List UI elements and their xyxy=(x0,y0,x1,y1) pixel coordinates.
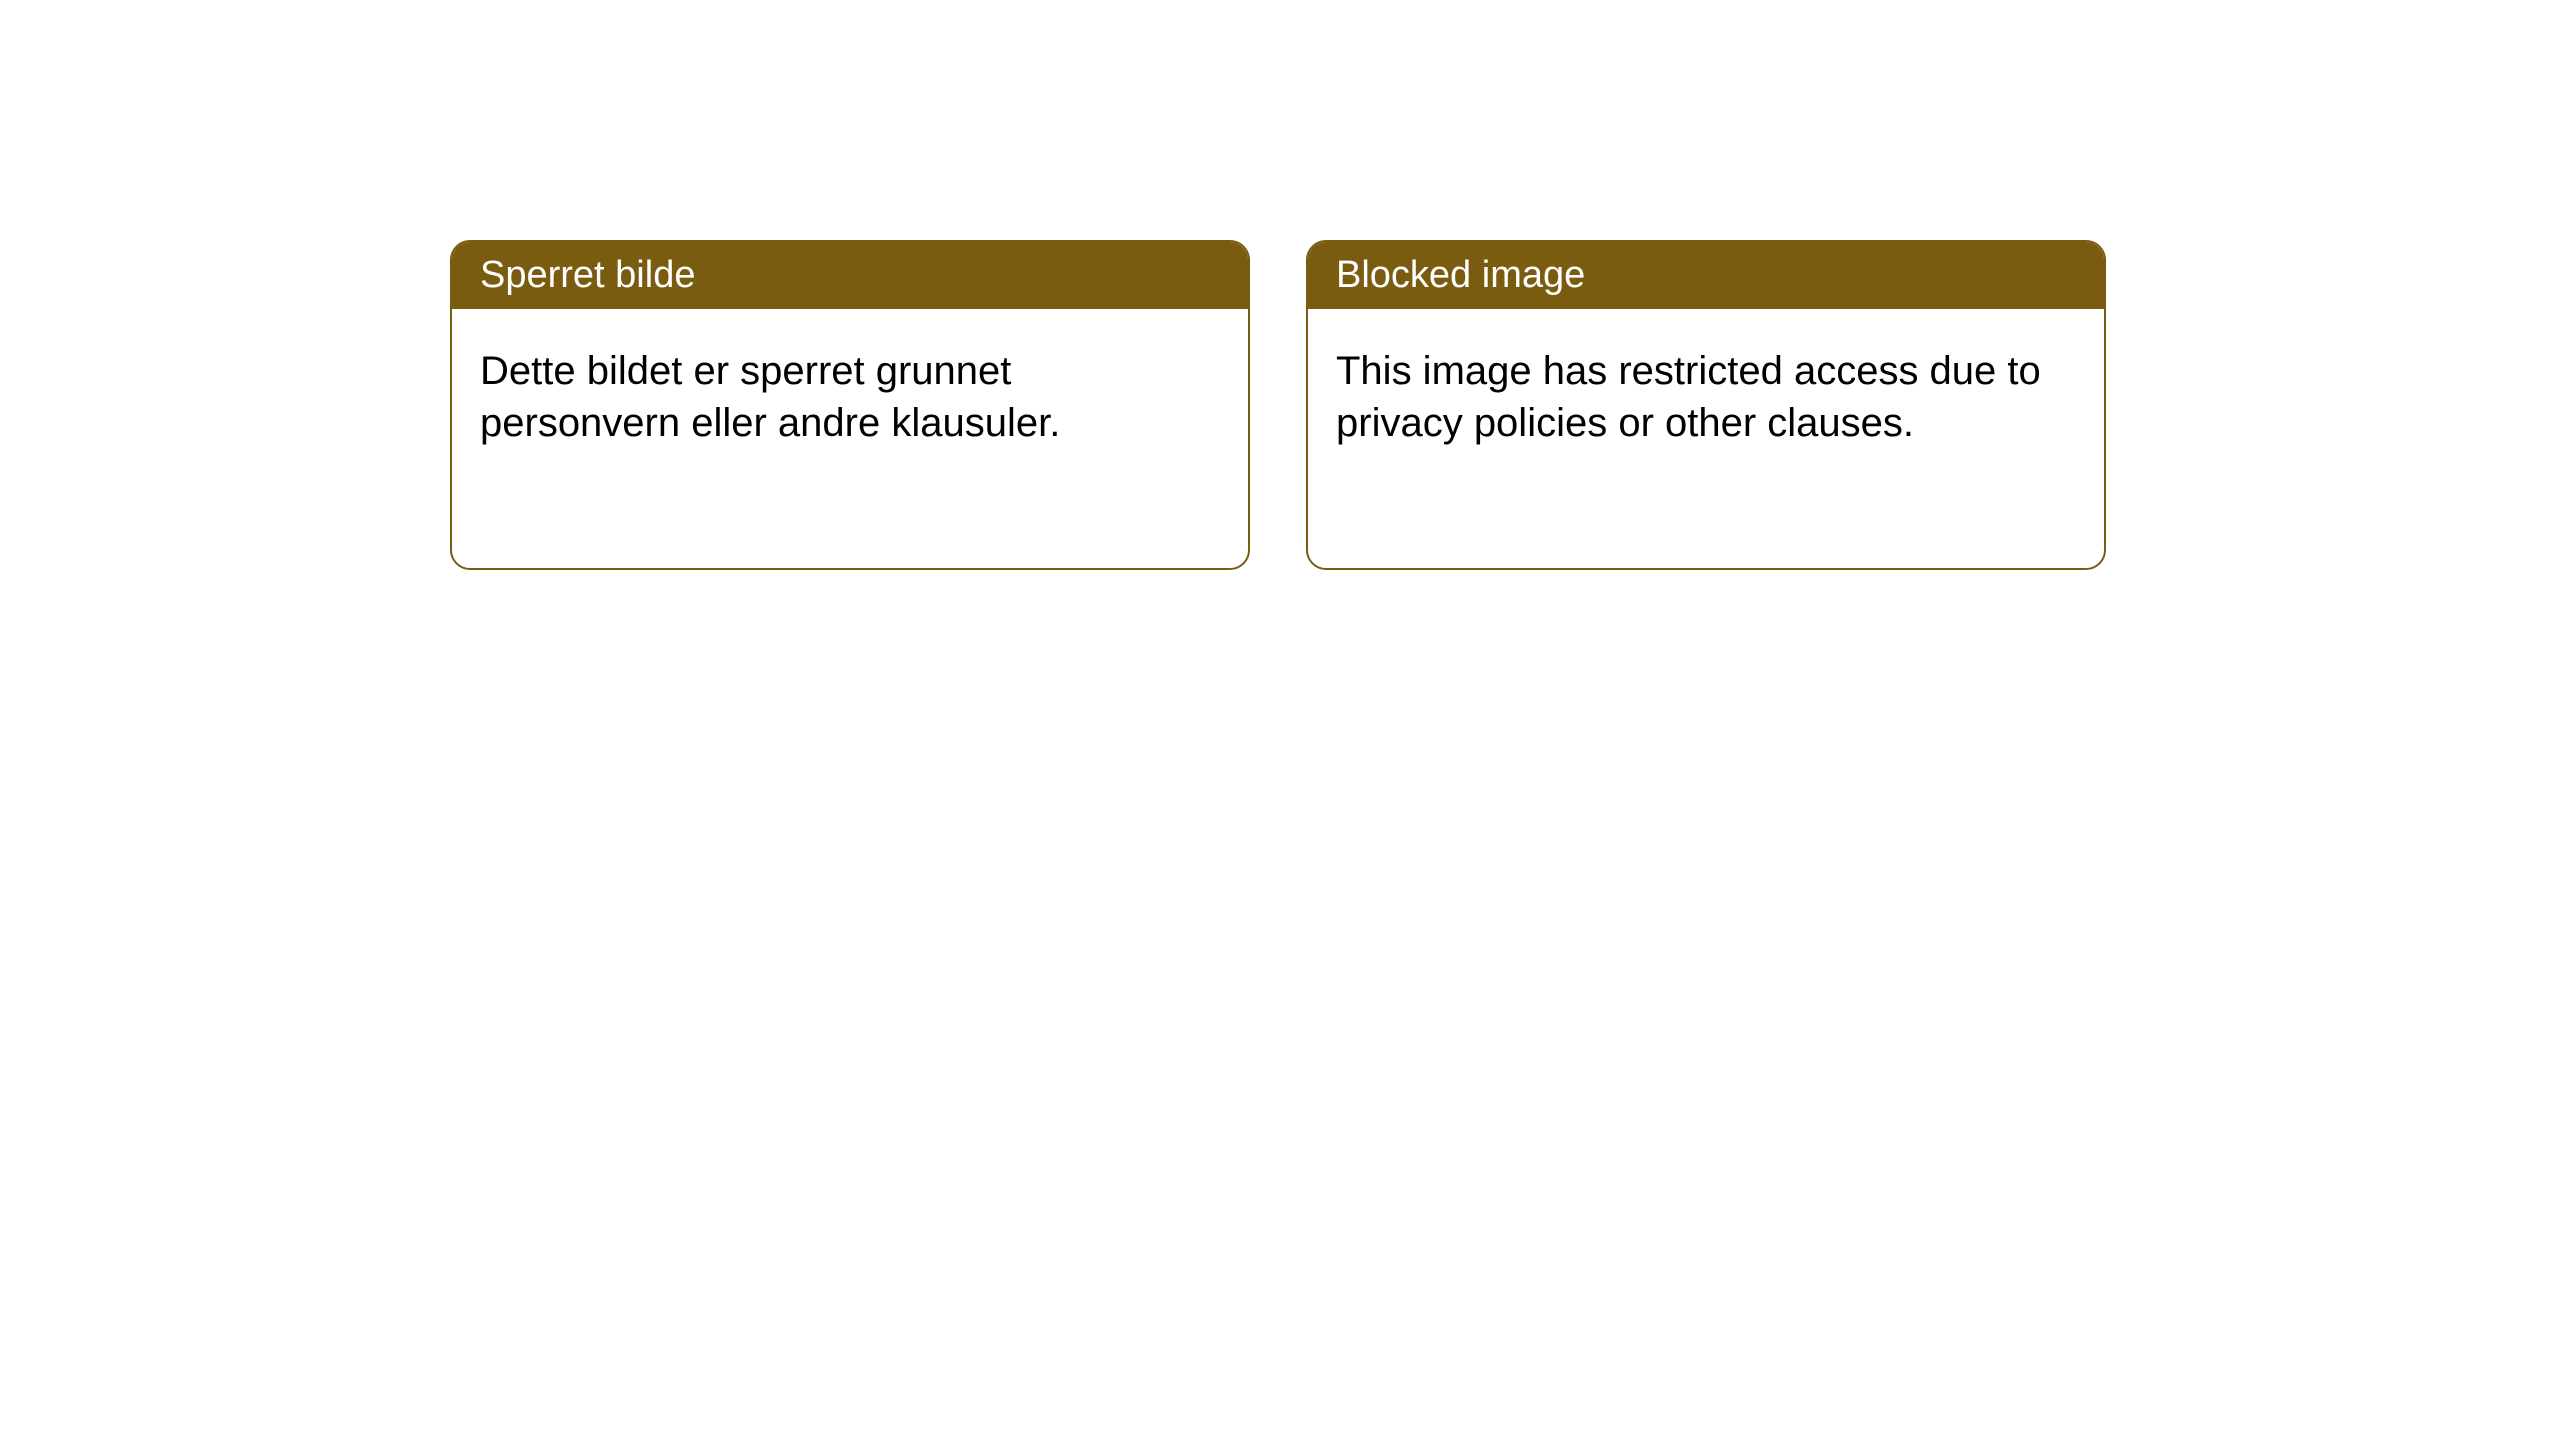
card-header: Blocked image xyxy=(1308,242,2104,309)
card-header: Sperret bilde xyxy=(452,242,1248,309)
notice-cards-container: Sperret bilde Dette bildet er sperret gr… xyxy=(450,240,2106,570)
card-title: Sperret bilde xyxy=(480,254,695,296)
card-title: Blocked image xyxy=(1336,254,1585,296)
notice-card-english: Blocked image This image has restricted … xyxy=(1306,240,2106,570)
notice-card-norwegian: Sperret bilde Dette bildet er sperret gr… xyxy=(450,240,1250,570)
card-body-text: Dette bildet er sperret grunnet personve… xyxy=(480,349,1060,445)
card-body: This image has restricted access due to … xyxy=(1308,309,2104,485)
card-body-text: This image has restricted access due to … xyxy=(1336,349,2041,445)
card-body: Dette bildet er sperret grunnet personve… xyxy=(452,309,1248,485)
